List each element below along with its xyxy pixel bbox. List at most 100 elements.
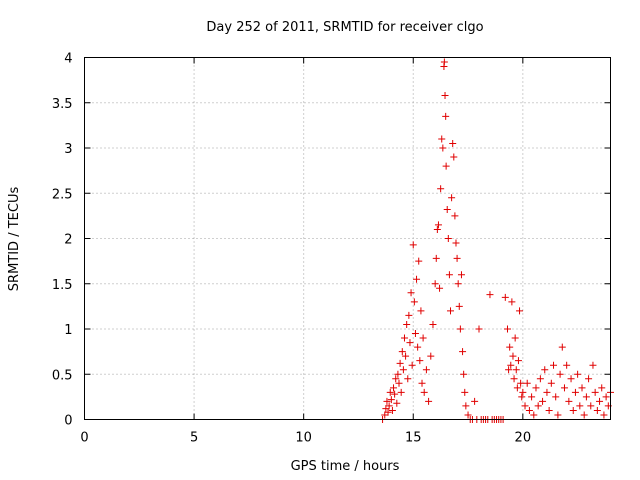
data-point xyxy=(602,393,610,401)
data-point xyxy=(449,139,457,147)
data-point xyxy=(425,397,433,405)
data-point xyxy=(519,388,527,396)
data-point xyxy=(439,144,447,152)
data-point xyxy=(436,284,444,292)
data-point xyxy=(554,411,562,419)
data-point xyxy=(528,393,536,401)
plot-frame xyxy=(84,57,611,420)
data-point xyxy=(503,325,511,333)
data-point xyxy=(409,241,417,249)
chart-title: Day 252 of 2011, SRMTID for receiver clg… xyxy=(206,20,483,35)
y-tick-label: 0.5 xyxy=(52,368,73,383)
data-point xyxy=(440,58,448,66)
data-point xyxy=(419,334,427,342)
data-point xyxy=(536,375,544,383)
data-point xyxy=(543,388,551,396)
data-point xyxy=(414,343,422,351)
data-point xyxy=(462,402,470,410)
data-point xyxy=(443,206,451,214)
data-point xyxy=(453,254,461,262)
data-point xyxy=(534,402,542,410)
data-point xyxy=(518,393,526,401)
data-point xyxy=(513,384,521,392)
data-point xyxy=(576,402,584,410)
data-point xyxy=(432,254,440,262)
data-point xyxy=(385,402,393,410)
data-point xyxy=(508,298,516,306)
data-point xyxy=(454,280,462,288)
data-point xyxy=(417,307,425,315)
data-point xyxy=(582,393,590,401)
data-point xyxy=(471,397,479,405)
x-tick-label: 0 xyxy=(80,431,88,446)
x-axis-label: GPS time / hours xyxy=(291,459,400,474)
y-tick-label: 3 xyxy=(64,142,72,157)
data-point xyxy=(517,379,525,387)
data-point xyxy=(486,291,494,299)
data-point xyxy=(418,379,426,387)
data-point xyxy=(413,275,421,283)
data-point xyxy=(404,375,412,383)
data-point xyxy=(422,366,430,374)
data-point xyxy=(393,399,401,407)
data-point xyxy=(563,361,571,369)
data-point xyxy=(560,384,568,392)
data-point xyxy=(461,388,469,396)
data-point xyxy=(556,370,564,378)
data-point xyxy=(387,396,395,404)
y-tick-label: 2 xyxy=(64,233,72,248)
data-point xyxy=(569,406,577,414)
data-point xyxy=(593,406,601,414)
data-point xyxy=(530,411,538,419)
data-point xyxy=(545,406,553,414)
x-axis-ticks: 0 5 10 15 20 xyxy=(80,57,532,446)
y-tick-label: 1.5 xyxy=(52,278,73,293)
data-point xyxy=(442,112,450,120)
data-point xyxy=(501,293,509,301)
data-point xyxy=(400,334,408,342)
data-point xyxy=(509,352,517,360)
data-point xyxy=(512,366,520,374)
data-point xyxy=(386,388,394,396)
y-tick-label: 1 xyxy=(64,323,72,338)
y-tick-label: 2.5 xyxy=(52,187,73,202)
data-point xyxy=(442,162,450,170)
data-point xyxy=(550,361,558,369)
data-point xyxy=(438,135,446,143)
data-point xyxy=(397,388,405,396)
x-tick-label: 20 xyxy=(515,431,532,446)
data-point xyxy=(398,348,406,356)
data-point xyxy=(405,311,413,319)
data-point xyxy=(395,379,403,387)
data-point xyxy=(420,388,428,396)
data-point xyxy=(460,370,468,378)
data-point xyxy=(396,359,404,367)
data-point xyxy=(408,361,416,369)
data-point xyxy=(457,271,465,279)
data-point xyxy=(525,406,533,414)
data-point xyxy=(451,212,459,220)
data-point xyxy=(383,397,391,405)
y-axis-ticks: 0 0.5 1 1.5 2 2.5 3 3.5 4 xyxy=(52,52,611,429)
data-point xyxy=(391,390,399,398)
data-point xyxy=(505,366,513,374)
data-point xyxy=(427,352,435,360)
data-point xyxy=(567,375,575,383)
data-point xyxy=(434,221,442,229)
data-point xyxy=(394,370,402,378)
data-point xyxy=(511,334,519,342)
y-tick-label: 3.5 xyxy=(52,97,73,112)
data-point xyxy=(521,402,529,410)
data-point xyxy=(558,343,566,351)
data-point xyxy=(456,325,464,333)
data-point xyxy=(585,375,593,383)
data-point xyxy=(523,379,531,387)
data-point xyxy=(539,397,547,405)
data-point xyxy=(532,384,540,392)
data-point xyxy=(448,194,456,202)
data-point xyxy=(450,153,458,161)
data-point xyxy=(402,352,410,360)
data-points xyxy=(379,58,614,423)
data-point xyxy=(598,384,606,392)
